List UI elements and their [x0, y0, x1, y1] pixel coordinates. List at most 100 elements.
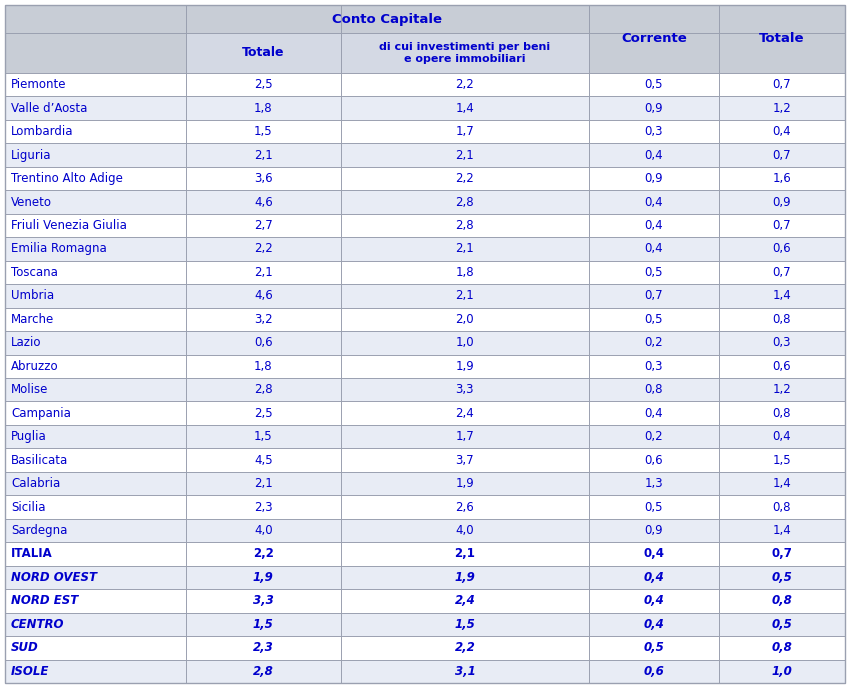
- Text: 2,1: 2,1: [455, 548, 475, 561]
- Text: 1,6: 1,6: [773, 172, 791, 185]
- Text: 0,8: 0,8: [772, 594, 792, 608]
- Text: 0,8: 0,8: [773, 501, 791, 513]
- Text: 1,5: 1,5: [253, 618, 274, 631]
- Bar: [589, 5, 719, 73]
- Text: 2,3: 2,3: [254, 501, 273, 513]
- Text: 0,7: 0,7: [644, 290, 663, 303]
- Text: 0,6: 0,6: [773, 242, 791, 255]
- Text: 2,1: 2,1: [456, 149, 474, 162]
- Text: Campania: Campania: [11, 407, 71, 420]
- Text: 3,1: 3,1: [455, 665, 475, 678]
- Text: 0,6: 0,6: [254, 336, 273, 350]
- Text: NORD EST: NORD EST: [11, 594, 78, 608]
- Text: 0,7: 0,7: [773, 266, 791, 279]
- Bar: [5, 167, 845, 191]
- Text: 2,0: 2,0: [456, 313, 474, 326]
- Text: 1,9: 1,9: [253, 571, 274, 584]
- Text: 0,9: 0,9: [644, 172, 663, 185]
- Bar: [5, 331, 845, 354]
- Text: 0,7: 0,7: [772, 548, 792, 561]
- Text: 0,6: 0,6: [644, 453, 663, 466]
- Bar: [5, 612, 845, 636]
- Text: 2,4: 2,4: [455, 594, 475, 608]
- Text: Toscana: Toscana: [11, 266, 58, 279]
- Text: 2,7: 2,7: [254, 219, 273, 232]
- Bar: [341, 33, 589, 73]
- Text: di cui investimenti per beni
e opere immobiliari: di cui investimenti per beni e opere imm…: [379, 42, 551, 64]
- Text: 0,8: 0,8: [773, 407, 791, 420]
- Text: 2,1: 2,1: [456, 242, 474, 255]
- Text: Lazio: Lazio: [11, 336, 42, 350]
- Text: 0,5: 0,5: [644, 313, 663, 326]
- Text: Piemonte: Piemonte: [11, 78, 66, 92]
- Text: 0,2: 0,2: [644, 336, 663, 350]
- Text: 0,4: 0,4: [644, 219, 663, 232]
- Text: 0,8: 0,8: [773, 313, 791, 326]
- Text: 1,4: 1,4: [773, 524, 791, 537]
- Text: 2,2: 2,2: [252, 548, 274, 561]
- Text: 2,5: 2,5: [254, 407, 273, 420]
- Text: 2,3: 2,3: [253, 641, 274, 654]
- Bar: [5, 495, 845, 519]
- Text: 0,5: 0,5: [644, 78, 663, 92]
- Text: 1,7: 1,7: [456, 125, 474, 138]
- Text: 0,4: 0,4: [643, 594, 664, 608]
- Text: 1,0: 1,0: [456, 336, 474, 350]
- Text: ITALIA: ITALIA: [11, 548, 53, 561]
- Text: 0,7: 0,7: [773, 149, 791, 162]
- Bar: [185, 33, 341, 73]
- Text: 2,5: 2,5: [254, 78, 273, 92]
- Text: 0,3: 0,3: [773, 336, 791, 350]
- Text: 1,5: 1,5: [455, 618, 475, 631]
- Bar: [5, 143, 845, 167]
- Text: 0,3: 0,3: [644, 360, 663, 373]
- Text: Sicilia: Sicilia: [11, 501, 46, 513]
- Text: 1,5: 1,5: [254, 125, 273, 138]
- Bar: [5, 284, 845, 308]
- Text: Marche: Marche: [11, 313, 54, 326]
- Text: Liguria: Liguria: [11, 149, 52, 162]
- Text: 0,4: 0,4: [644, 242, 663, 255]
- Text: 2,4: 2,4: [456, 407, 474, 420]
- Text: Molise: Molise: [11, 383, 48, 396]
- Text: 0,9: 0,9: [644, 102, 663, 115]
- Bar: [5, 636, 845, 660]
- Text: Lombardia: Lombardia: [11, 125, 73, 138]
- Bar: [5, 73, 845, 96]
- Text: 1,2: 1,2: [773, 102, 791, 115]
- Text: 0,9: 0,9: [644, 524, 663, 537]
- Bar: [5, 120, 845, 143]
- Bar: [5, 354, 845, 378]
- Text: NORD OVEST: NORD OVEST: [11, 571, 97, 584]
- Text: Basilicata: Basilicata: [11, 453, 68, 466]
- Text: Valle d’Aosta: Valle d’Aosta: [11, 102, 88, 115]
- Bar: [719, 5, 845, 73]
- Text: 3,3: 3,3: [253, 594, 274, 608]
- Text: 0,3: 0,3: [644, 125, 663, 138]
- Text: CENTRO: CENTRO: [11, 618, 65, 631]
- Text: 4,0: 4,0: [456, 524, 474, 537]
- Bar: [5, 472, 845, 495]
- Text: 1,9: 1,9: [456, 477, 474, 490]
- Text: Calabria: Calabria: [11, 477, 60, 490]
- Text: 2,1: 2,1: [254, 477, 273, 490]
- Text: 0,5: 0,5: [644, 501, 663, 513]
- Text: 0,4: 0,4: [644, 195, 663, 208]
- Text: 0,8: 0,8: [644, 383, 663, 396]
- Text: Puglia: Puglia: [11, 430, 47, 443]
- Text: ISOLE: ISOLE: [11, 665, 49, 678]
- Text: 1,3: 1,3: [644, 477, 663, 490]
- Bar: [5, 5, 845, 33]
- Text: Veneto: Veneto: [11, 195, 52, 208]
- Bar: [5, 519, 845, 542]
- Text: Totale: Totale: [242, 47, 285, 59]
- Text: 2,1: 2,1: [456, 290, 474, 303]
- Bar: [5, 660, 845, 683]
- Text: 1,5: 1,5: [254, 430, 273, 443]
- Text: 1,4: 1,4: [773, 477, 791, 490]
- Text: Totale: Totale: [759, 32, 805, 45]
- Text: 3,3: 3,3: [456, 383, 474, 396]
- Text: 2,2: 2,2: [455, 641, 475, 654]
- Bar: [5, 378, 845, 402]
- Text: 0,5: 0,5: [643, 641, 664, 654]
